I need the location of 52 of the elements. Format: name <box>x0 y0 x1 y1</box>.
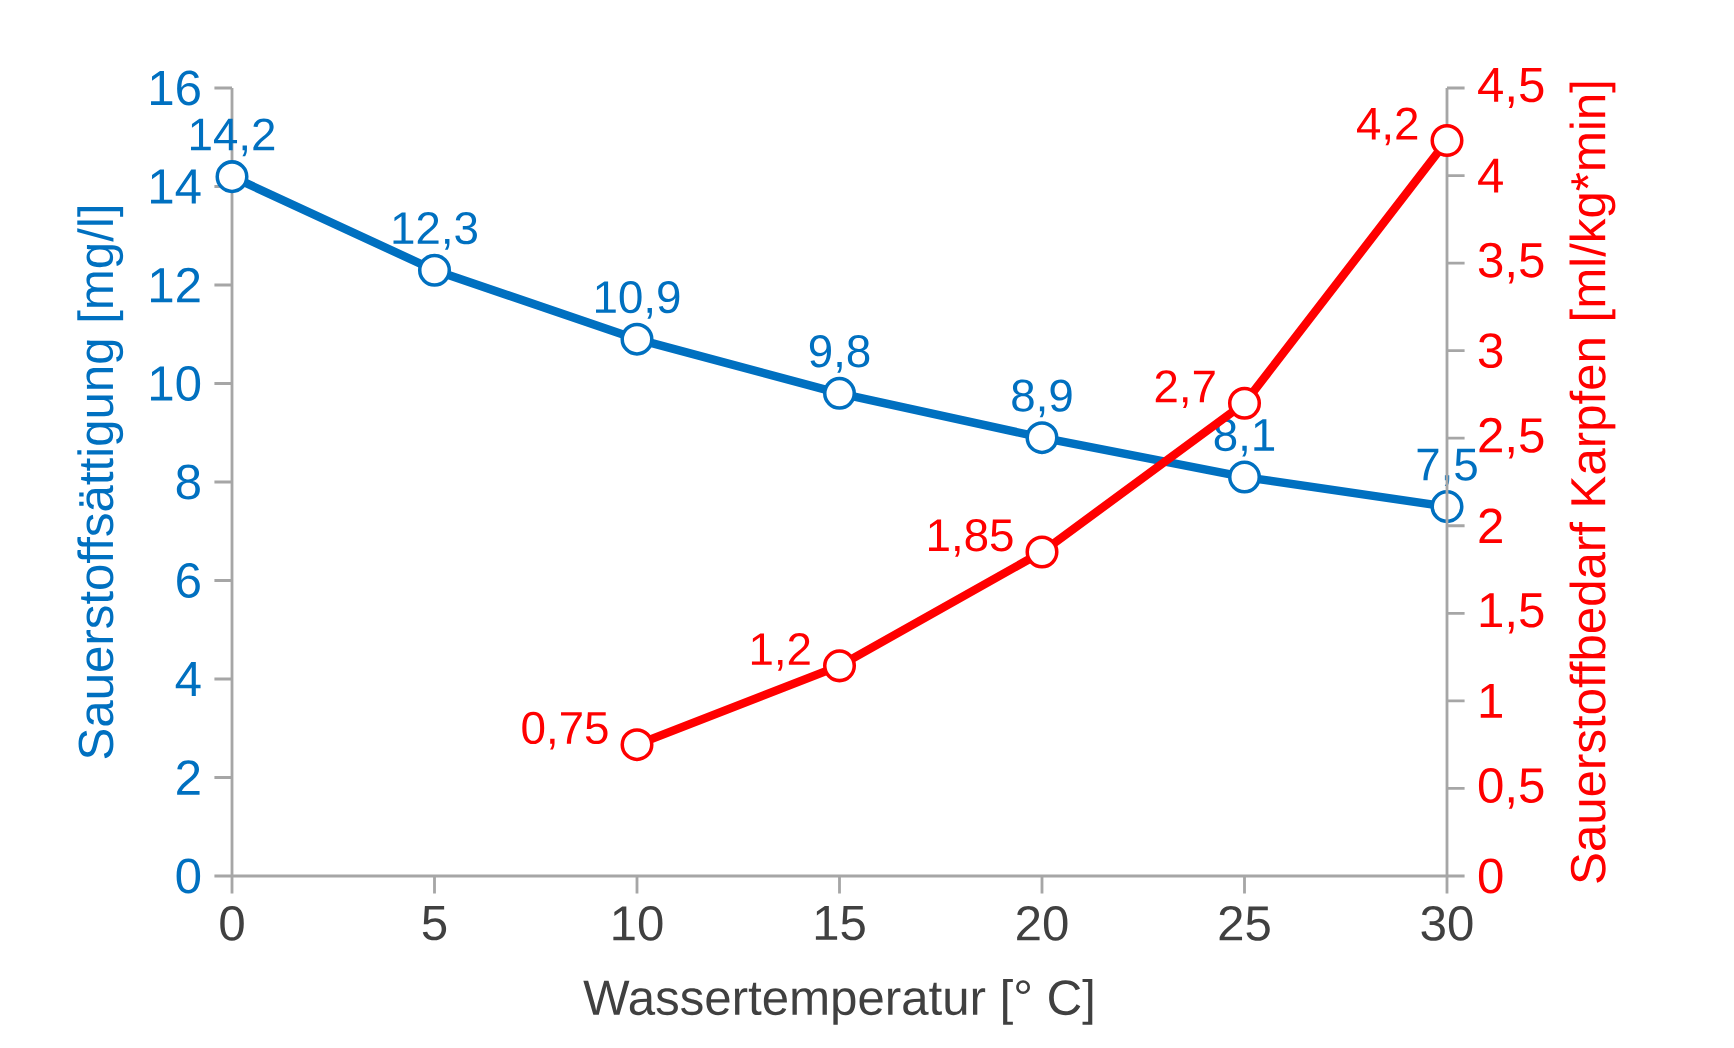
y-tick-label: 16 <box>151 70 200 106</box>
y2-tick-label: 3 <box>1478 333 1503 369</box>
y2-tick-label: 4 <box>1478 158 1503 193</box>
y2-tick-label: 4,5 <box>1478 67 1544 109</box>
x-tick-label: 25 <box>1219 905 1270 941</box>
data-label: 10,9 <box>596 280 680 319</box>
point <box>822 376 857 410</box>
x-tick-label: 10 <box>613 905 663 941</box>
y2-tick-label: 1,5 <box>1480 593 1544 634</box>
point <box>1025 535 1059 569</box>
x-tick-label: 5 <box>422 905 447 941</box>
y2-tick-label: 1 <box>1480 683 1502 718</box>
point <box>1227 460 1262 494</box>
point <box>215 160 249 194</box>
data-label: 12,3 <box>393 211 477 250</box>
data-label: 1,85 <box>929 519 1013 557</box>
point <box>1430 490 1464 524</box>
y2-axis-title: Sauerstoffbedarf Karpfen [ml/kg*min] <box>1569 82 1616 883</box>
point <box>417 253 452 287</box>
x-axis-title: Wassertemperatur [° C] <box>583 978 1093 1025</box>
data-label: 0,75 <box>522 711 608 750</box>
point <box>1430 124 1464 158</box>
x-tick-label: 0 <box>220 905 244 941</box>
y2-tick-label: 0 <box>1478 858 1503 894</box>
point <box>620 322 654 356</box>
data-label: 1,2 <box>751 632 810 671</box>
y-tick-label: 6 <box>177 563 200 598</box>
point <box>822 649 857 683</box>
data-label: 8,9 <box>1012 379 1072 418</box>
y-axis-title: Sauerstoffsättigung [mg/l] <box>77 207 124 759</box>
data-label: 7,5 <box>1417 448 1477 487</box>
y2-tick-label: 3,5 <box>1478 242 1544 284</box>
x-tick-label: 15 <box>815 905 865 941</box>
x-tick-label: 20 <box>1017 905 1068 941</box>
data-label: 2,7 <box>1155 370 1215 409</box>
y-tick-label: 8 <box>176 464 200 500</box>
y2-tick-label: 2,5 <box>1479 417 1544 459</box>
y-tick-label: 0 <box>176 858 201 894</box>
y2-tick-label: 2 <box>1479 508 1502 543</box>
data-label: 14,2 <box>191 118 275 157</box>
point <box>1227 386 1262 420</box>
data-label: 4,2 <box>1357 107 1418 146</box>
y-tick-label: 4 <box>175 662 201 696</box>
data-label: 9,8 <box>809 335 870 373</box>
y-tick-label: 14 <box>151 169 201 204</box>
point <box>620 728 654 762</box>
x-tick-label: 30 <box>1421 905 1473 941</box>
point <box>1025 421 1059 455</box>
y-tick-label: 12 <box>151 267 200 303</box>
y-tick-label: 10 <box>151 366 201 401</box>
y-tick-label: 2 <box>177 760 200 795</box>
y2-tick-label: 0,5 <box>1478 768 1544 809</box>
